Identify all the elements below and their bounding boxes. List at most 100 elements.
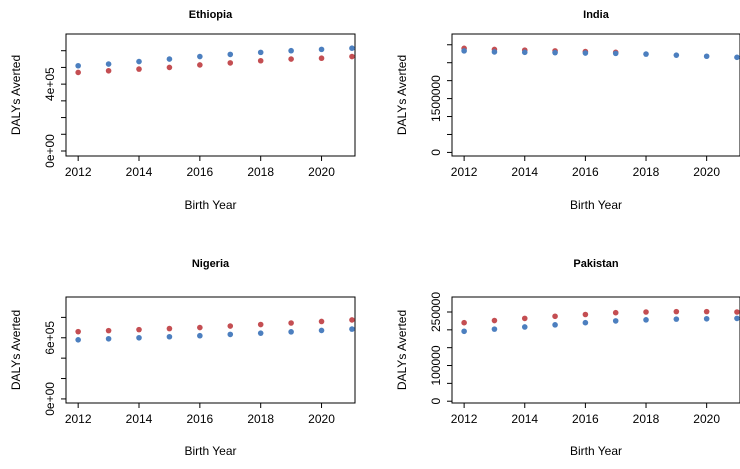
data-point [227, 323, 234, 329]
x-tick-label: 2012 [65, 165, 92, 179]
data-point [582, 50, 589, 56]
data-point [612, 309, 619, 316]
x-tick-label: 2020 [693, 412, 720, 426]
data-point [166, 325, 173, 332]
x-axis-label: Birth Year [570, 198, 622, 212]
data-point [349, 326, 355, 332]
y-axis-label: DALYs Averted [395, 55, 409, 135]
x-axis-label: Birth Year [570, 444, 622, 458]
data-point [318, 318, 325, 325]
data-point [612, 50, 619, 57]
x-tick-label: 2020 [308, 165, 335, 179]
x-tick-label: 2012 [451, 412, 478, 426]
data-point [105, 327, 112, 334]
data-point [643, 317, 649, 323]
x-tick-label: 2018 [247, 165, 274, 179]
data-point [461, 328, 467, 335]
data-point [166, 64, 173, 71]
x-axis-label: Birth Year [184, 198, 236, 212]
data-point [349, 317, 355, 323]
data-point [75, 337, 81, 343]
y-tick-label: 0e+00 [43, 134, 57, 168]
plot-frame [65, 33, 356, 157]
data-point [257, 330, 264, 336]
x-axis-label: Birth Year [184, 444, 236, 458]
data-point [75, 69, 81, 76]
data-point [257, 57, 264, 64]
x-tick-label: 2014 [511, 165, 538, 179]
plot-frame [65, 296, 356, 404]
data-point [491, 326, 498, 332]
data-point [703, 315, 710, 322]
data-point [166, 56, 173, 62]
data-point [552, 313, 558, 320]
y-tick-label: 250000 [429, 292, 443, 332]
data-point [166, 333, 173, 340]
data-point [461, 48, 467, 54]
data-point [521, 49, 528, 56]
x-tick-label: 2018 [633, 412, 660, 426]
x-tick-label: 2012 [451, 165, 478, 179]
x-tick-label: 2014 [126, 412, 153, 426]
data-point [136, 326, 142, 333]
x-tick-label: 2016 [572, 165, 599, 179]
data-point [734, 54, 740, 61]
data-point [461, 319, 467, 326]
data-point [521, 315, 528, 322]
data-point [612, 318, 619, 324]
panel-title: Ethiopia [189, 9, 233, 21]
data-point [257, 321, 264, 328]
y-axis-label: DALYs Averted [395, 310, 409, 390]
x-tick-label: 2020 [308, 412, 335, 426]
data-point [703, 53, 710, 60]
plot-frame [451, 296, 740, 404]
data-point [105, 335, 112, 342]
data-point [521, 324, 528, 330]
data-point [734, 315, 740, 322]
data-point [136, 58, 142, 65]
data-point [288, 56, 294, 62]
chart-panel-pakistan: Pakistan 2012 2014 2016 2018 2020 0 100000 25000… [395, 258, 740, 458]
data-point [227, 51, 234, 58]
panel-title: Nigeria [192, 258, 230, 270]
y-tick-label: 1500000 [429, 75, 443, 122]
x-tick-label: 2016 [187, 412, 214, 426]
data-point [136, 66, 142, 72]
data-point [197, 53, 203, 60]
chart-panel-india: India 2012 2014 2016 2018 2020 0 1500000 Birth Y… [395, 9, 740, 212]
data-point [318, 46, 325, 53]
y-axis-label: DALYs Averted [9, 310, 23, 390]
data-point [673, 316, 680, 322]
x-tick-label: 2016 [572, 412, 599, 426]
y-tick-label: 0 [429, 398, 443, 405]
panel-title: India [583, 9, 610, 21]
x-tick-label: 2020 [693, 165, 720, 179]
data-point [552, 49, 558, 56]
data-point [349, 45, 355, 52]
data-point [643, 309, 649, 315]
data-point [288, 47, 294, 54]
x-tick-label: 2012 [65, 412, 92, 426]
y-tick-label: 0e+00 [43, 382, 57, 416]
chart-panel-ethiopia: Ethiopia 2012 2014 2016 2018 2020 0e+00 4e+05 Bi… [9, 9, 356, 212]
data-point [349, 53, 355, 60]
x-tick-label: 2014 [126, 165, 153, 179]
data-point [227, 60, 234, 66]
data-point [75, 62, 81, 69]
data-point [105, 61, 112, 67]
x-tick-label: 2014 [511, 412, 538, 426]
data-point [288, 329, 294, 335]
y-tick-label: 6e+05 [43, 321, 57, 355]
panel-title: Pakistan [573, 258, 619, 270]
data-point [318, 327, 325, 334]
data-point [552, 322, 558, 328]
data-point [257, 49, 264, 56]
data-point [136, 334, 142, 341]
x-tick-label: 2018 [247, 412, 274, 426]
data-point [703, 308, 710, 315]
y-axis-label: DALYs Averted [9, 55, 23, 135]
chart-panel-nigeria: Nigeria 2012 2014 2016 2018 2020 0e+00 6e+05 Bir… [9, 258, 356, 458]
data-point [582, 311, 589, 318]
